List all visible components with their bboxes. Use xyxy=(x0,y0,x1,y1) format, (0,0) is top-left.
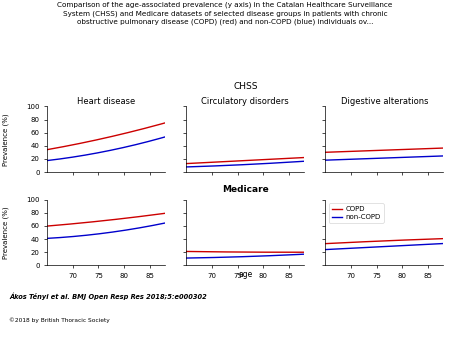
Text: Ákos Tényi et al. BMJ Open Resp Res 2018;5:e000302: Ákos Tényi et al. BMJ Open Resp Res 2018… xyxy=(9,292,207,300)
Text: Prevalence (%): Prevalence (%) xyxy=(2,113,9,166)
Title: Digestive alterations: Digestive alterations xyxy=(341,97,428,106)
Text: Prevalence (%): Prevalence (%) xyxy=(2,206,9,259)
Text: Medicare: Medicare xyxy=(222,185,269,194)
Text: BMJ Open: BMJ Open xyxy=(365,299,411,308)
Text: Comparison of the age-associated prevalence (y axis) in the Catalan Healthcare S: Comparison of the age-associated prevale… xyxy=(57,2,393,25)
Title: Circulatory disorders: Circulatory disorders xyxy=(202,97,289,106)
Text: age: age xyxy=(238,270,252,280)
Text: Research: Research xyxy=(366,325,410,334)
Text: ©2018 by British Thoracic Society: ©2018 by British Thoracic Society xyxy=(9,317,110,323)
Text: CHSS: CHSS xyxy=(233,82,257,91)
Title: Heart disease: Heart disease xyxy=(77,97,135,106)
Text: Respiratory: Respiratory xyxy=(360,312,416,321)
Legend: COPD, non-COPD: COPD, non-COPD xyxy=(329,203,383,223)
